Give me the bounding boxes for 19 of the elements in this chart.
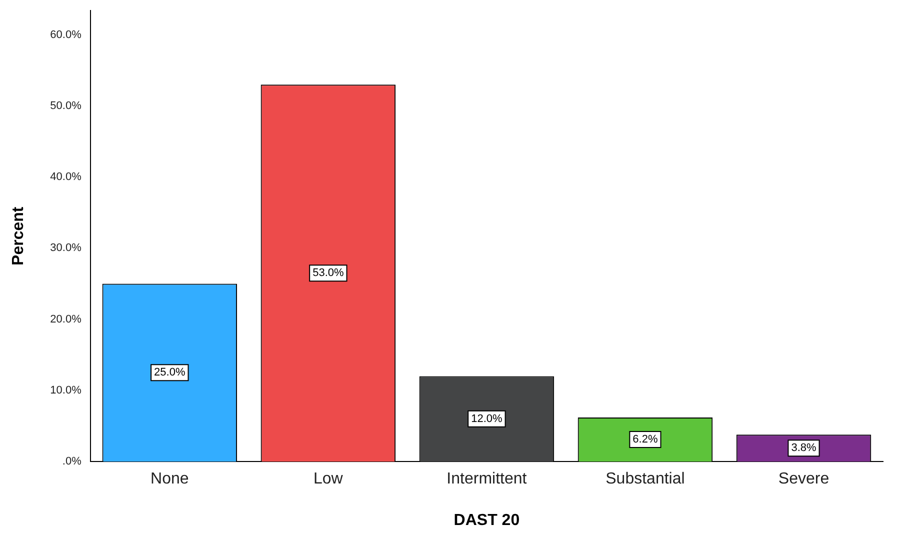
y-tick-label: 50.0% xyxy=(50,100,82,112)
x-axis-title: DAST 20 xyxy=(454,512,520,529)
data-label: 53.0% xyxy=(312,267,344,280)
y-axis-title: Percent xyxy=(10,206,28,266)
x-tick-label: Intermittent xyxy=(446,470,528,488)
y-tick-label: .0% xyxy=(62,456,82,468)
y-tick-label: 10.0% xyxy=(50,384,82,396)
y-tick-label: 30.0% xyxy=(50,242,82,254)
y-tick-label: 20.0% xyxy=(50,313,82,326)
x-tick-label: None xyxy=(150,470,189,488)
x-tick-label: Substantial xyxy=(606,470,685,488)
data-label: 25.0% xyxy=(154,366,186,379)
data-label: 12.0% xyxy=(471,412,503,425)
y-tick-label: 40.0% xyxy=(50,171,82,184)
data-label: 3.8% xyxy=(791,442,816,454)
y-tick-label: 60.0% xyxy=(50,28,82,41)
x-tick-label: Severe xyxy=(778,470,830,488)
data-label: 6.2% xyxy=(632,434,658,446)
x-tick-label: Low xyxy=(313,470,344,488)
